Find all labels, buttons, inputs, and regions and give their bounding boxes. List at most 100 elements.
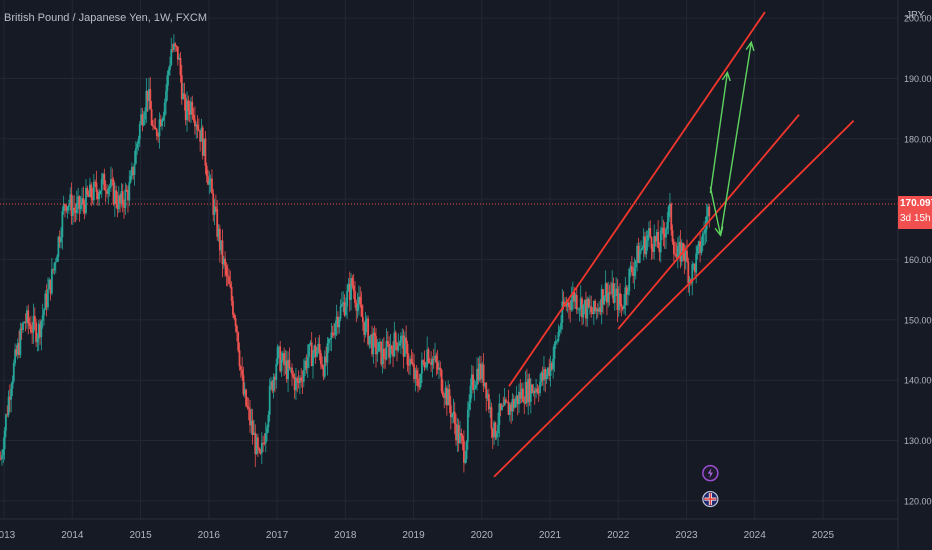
last-price-label: 170.097	[900, 198, 932, 209]
pullback-arrow[interactable]	[709, 186, 724, 237]
candle-body	[428, 362, 431, 364]
candle-body	[491, 428, 494, 438]
forecast-arrow-short-head	[721, 70, 731, 82]
candle-body	[233, 314, 236, 319]
drawings[interactable]	[493, 11, 855, 478]
candle-body	[608, 292, 611, 294]
candle-body	[604, 283, 607, 297]
candle-body	[262, 442, 265, 444]
candle-body	[102, 173, 104, 180]
candle-body	[415, 370, 418, 379]
candle-body	[411, 362, 414, 365]
candle-body	[696, 246, 699, 254]
candle-body	[40, 320, 43, 338]
candle-body	[650, 237, 653, 249]
candle-body	[484, 382, 486, 387]
candle-body	[424, 366, 427, 368]
event-markers[interactable]	[702, 464, 719, 508]
uk-flag-event-icon[interactable]	[702, 490, 719, 508]
time-axis-background	[0, 519, 932, 550]
trendline-channel-upper[interactable]	[508, 11, 766, 387]
candle-body	[225, 265, 228, 276]
trendline-channel-lower[interactable]	[493, 120, 855, 478]
candle-body	[417, 378, 419, 386]
candle-body	[409, 358, 412, 366]
candle-body	[316, 350, 318, 357]
candle-body	[204, 138, 207, 166]
candle-body	[640, 249, 642, 251]
candle-body	[8, 396, 11, 400]
x-tick-label: 2024	[744, 530, 767, 541]
candle-body	[571, 291, 574, 300]
candle-body	[360, 304, 363, 317]
candle-body	[704, 229, 707, 233]
candle-body	[28, 323, 31, 326]
candle-body	[263, 443, 266, 444]
candle-body	[352, 285, 355, 292]
candle-body	[187, 100, 190, 111]
x-tick-label: 2025	[812, 530, 835, 541]
candle-body	[141, 114, 144, 126]
candle-body	[325, 356, 328, 363]
candle-body	[356, 303, 359, 311]
trendline-channel-middle[interactable]	[617, 114, 800, 330]
candle-body	[145, 90, 148, 112]
candle-body	[550, 363, 553, 370]
candle-body	[661, 227, 663, 231]
candle-body	[186, 100, 188, 121]
y-tick-label: 190.000	[904, 74, 932, 84]
candle-body	[527, 378, 530, 403]
candle-body	[375, 336, 377, 355]
forecast-arrow-long[interactable]	[719, 40, 755, 236]
candle-body	[670, 203, 673, 231]
forecast-arrow-short[interactable]	[709, 70, 731, 194]
candle-body	[239, 366, 242, 370]
candle-body	[707, 206, 709, 216]
candle-body	[612, 283, 615, 303]
candle-body	[283, 353, 286, 366]
candle-body	[334, 323, 337, 335]
candle-body	[659, 230, 662, 253]
candle-body	[49, 279, 52, 294]
candle-body	[347, 283, 350, 291]
candle-body	[565, 303, 568, 307]
candle-body	[172, 43, 175, 50]
candle-body	[703, 232, 705, 235]
candle-body	[490, 407, 493, 429]
candles	[0, 34, 711, 473]
candle-body	[569, 307, 572, 310]
candle-body	[533, 390, 536, 393]
y-tick-label: 150.000	[904, 315, 932, 325]
candle-body	[380, 341, 383, 365]
candle-body	[48, 279, 51, 290]
x-tick-label: 2015	[129, 530, 152, 541]
candle-body	[487, 394, 490, 410]
candle-body	[339, 306, 342, 319]
candle-body	[96, 191, 99, 200]
lightning-event-icon[interactable]	[702, 464, 719, 482]
candle-body	[455, 423, 457, 441]
candle-body	[546, 367, 549, 375]
candle-body	[343, 302, 346, 316]
candle-body	[279, 346, 282, 372]
candle-body	[581, 298, 583, 318]
candle-body	[100, 179, 103, 191]
candle-body	[201, 127, 204, 156]
y-tick-label: 140.000	[904, 376, 932, 386]
candle-body	[246, 405, 249, 408]
candle-body	[155, 129, 158, 136]
candle-body	[676, 245, 679, 259]
candle-body	[163, 102, 166, 117]
chart-title: British Pound / Japanese Yen, 1W, FXCM	[4, 12, 208, 24]
candle-body	[638, 250, 641, 263]
candle-body	[418, 385, 421, 388]
candle-body	[502, 405, 505, 407]
candle-body	[459, 433, 461, 443]
candle-body	[410, 358, 413, 363]
candle-body	[599, 307, 602, 313]
candle-body	[23, 322, 26, 324]
candle-body	[665, 228, 667, 238]
